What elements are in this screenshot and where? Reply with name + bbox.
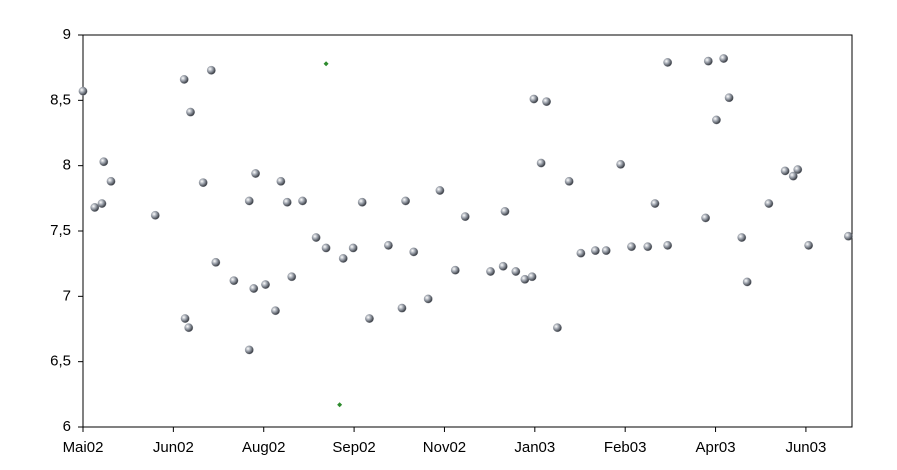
point — [844, 231, 853, 241]
point — [553, 323, 562, 333]
y-tick-label: 6,5 — [50, 353, 71, 370]
point — [198, 178, 208, 188]
point — [244, 196, 254, 206]
point — [764, 199, 774, 208]
point — [348, 243, 358, 253]
point — [97, 199, 107, 208]
point — [365, 314, 374, 323]
x-tick-label: Aug02 — [242, 439, 285, 456]
point — [643, 242, 653, 252]
point — [271, 306, 280, 316]
point — [737, 233, 747, 242]
point — [186, 107, 195, 117]
point — [211, 258, 221, 267]
point — [298, 196, 307, 206]
point — [536, 158, 546, 168]
point — [498, 261, 508, 271]
point — [591, 246, 600, 255]
point — [321, 243, 331, 253]
point — [719, 54, 729, 63]
x-tick-label: Sep02 — [332, 439, 375, 456]
x-tick-label: Jan03 — [514, 439, 555, 456]
point — [249, 284, 259, 293]
point — [179, 75, 189, 84]
point — [542, 97, 551, 106]
point — [229, 276, 239, 286]
point — [564, 176, 574, 186]
x-tick-label: Apr03 — [696, 439, 736, 456]
point — [793, 165, 803, 174]
y-tick-label: 9 — [63, 26, 71, 43]
point — [261, 280, 270, 289]
point — [206, 65, 216, 75]
point — [788, 171, 798, 181]
x-tick-label: Mai02 — [63, 439, 104, 456]
x-tick-label: Nov02 — [423, 439, 466, 456]
point — [337, 402, 343, 408]
point — [282, 197, 292, 207]
point — [486, 267, 495, 276]
point — [99, 157, 109, 167]
point — [703, 56, 713, 66]
x-tick-label: Jun03 — [785, 439, 826, 456]
point — [90, 203, 100, 212]
point — [616, 160, 626, 169]
point — [724, 93, 734, 103]
point — [511, 267, 521, 276]
point — [150, 210, 160, 220]
point — [529, 94, 539, 104]
y-tick-label: 6 — [63, 418, 71, 435]
point — [576, 248, 586, 258]
point — [276, 176, 286, 186]
point — [601, 246, 611, 255]
point — [423, 294, 433, 304]
point — [78, 86, 88, 96]
point — [357, 197, 367, 207]
y-tick-label: 7 — [63, 287, 71, 304]
point — [663, 241, 673, 250]
point — [627, 242, 636, 252]
y-tick-label: 7,5 — [50, 222, 71, 239]
point — [712, 115, 721, 125]
point — [435, 186, 445, 195]
y-tick-label: 8,5 — [50, 91, 71, 108]
point — [338, 254, 348, 263]
y-tick-label: 8 — [63, 157, 71, 174]
point — [780, 166, 790, 176]
point — [804, 241, 813, 250]
point — [251, 169, 260, 178]
point — [742, 277, 752, 287]
point — [401, 196, 410, 206]
point — [323, 61, 329, 67]
point — [287, 272, 297, 282]
point — [311, 233, 321, 242]
point — [460, 212, 470, 221]
point — [650, 199, 660, 208]
x-tick-label: Jun02 — [153, 439, 194, 456]
point — [106, 176, 116, 186]
point — [527, 272, 537, 282]
point — [180, 314, 190, 323]
point — [701, 213, 710, 223]
point — [244, 345, 254, 355]
point — [663, 58, 673, 67]
point — [184, 323, 194, 333]
point — [409, 247, 419, 257]
point — [500, 207, 510, 216]
point — [450, 265, 460, 275]
point — [384, 241, 393, 250]
x-tick-label: Feb03 — [604, 439, 647, 456]
plot-frame — [82, 34, 853, 428]
point — [397, 303, 407, 313]
